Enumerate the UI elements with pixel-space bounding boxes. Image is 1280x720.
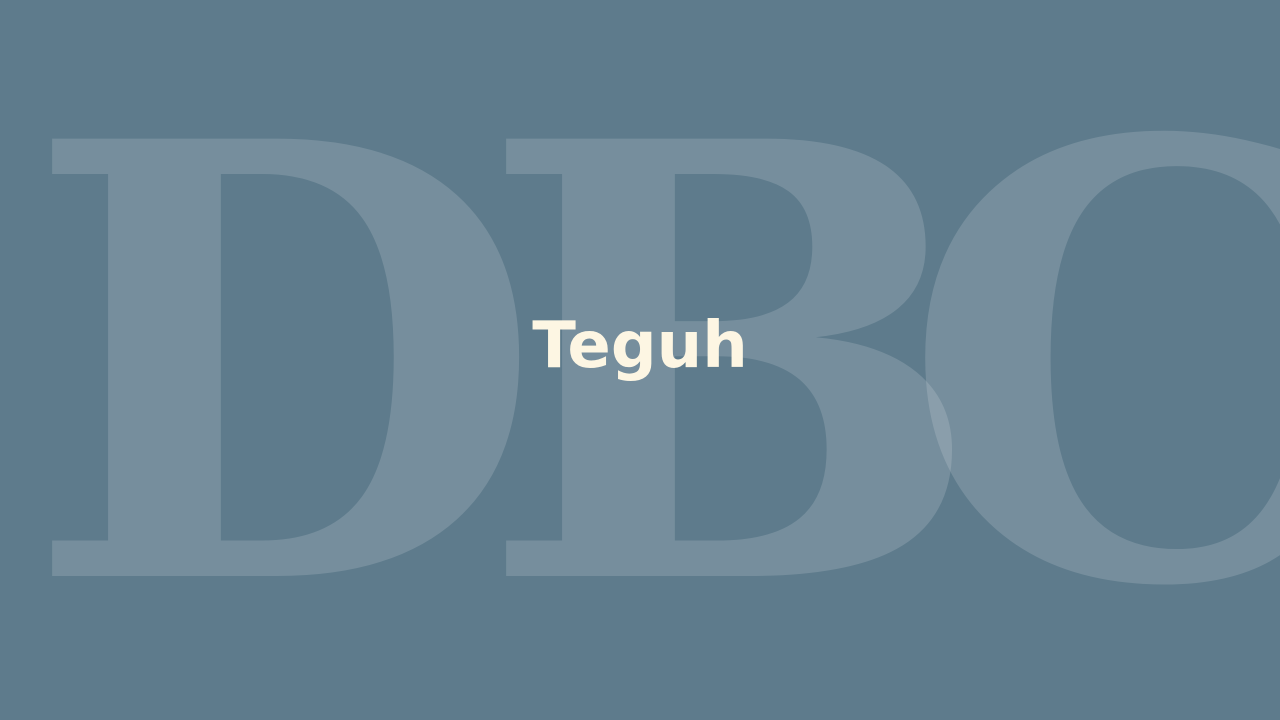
title-word: Teguh xyxy=(0,314,1280,378)
